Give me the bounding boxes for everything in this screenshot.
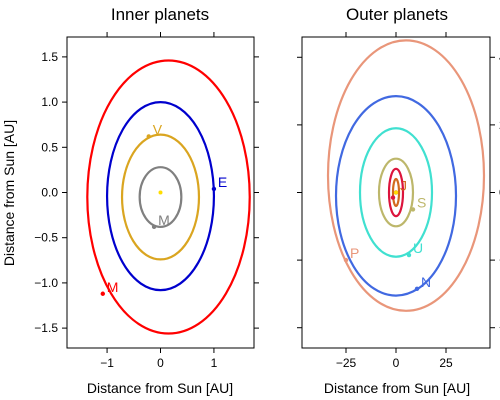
outer-orbit-pluto-5 [326,39,486,312]
inner-y-tick-label: −0.5 [34,231,58,245]
inner-y-tick-label: −1.5 [34,321,58,335]
inner-planet-marker-venus-1 [146,134,151,139]
inner-plot-area: M V E M −1 0 1 −1.5 −1.0 −0.5 0.0 0.5 1.0 1.5 [34,32,259,370]
x-axis-label-inner: Distance from Sun [AU] [87,380,233,396]
inner-planet-label-mars: M [107,279,119,295]
outer-planet-label-uranus: U [413,240,423,256]
inner-y-tick-label: 0.0 [41,186,58,200]
inner-planet-label-earth: E [218,174,227,190]
outer-orbit-uranus-3 [358,127,434,258]
outer-orbit-neptune-4 [334,95,458,297]
inner-orbit-earth-2 [105,100,216,292]
outer-planet-label-pluto: P [350,245,359,261]
outer-planet-marker-uranus-3 [406,252,412,258]
inner-x-tick-label: −1 [100,356,114,370]
outer-planet-label-jupiter: J [400,178,407,194]
panel-title-inner: Inner planets [111,5,209,24]
inner-y-tick-label: 0.5 [41,140,58,154]
inner-y-tick-label: 1.5 [41,50,58,64]
outer-orbit-jupiter [391,177,401,208]
x-axis-label-outer: Distance from Sun [AU] [324,380,470,396]
outer-orbit-saturn-2 [377,157,415,228]
outer-planet-label-neptune: N [421,274,431,290]
inner-x-tick-label: 0 [157,356,164,370]
outer-sun-marker [394,190,398,195]
outer-planet-marker-pluto-5 [343,257,349,263]
outer-orbit-jupiter-1 [387,167,405,218]
outer-planet-marker-saturn-2 [410,207,416,212]
outer-planet-label-saturn: S [417,194,426,210]
inner-orbit-mars-3 [86,59,251,335]
inner-y-tick-label: −1.0 [34,276,58,290]
inner-planet-marker-mercury [151,224,157,230]
inner-x-tick-label: 1 [211,356,218,370]
inner-orbit-mercury [138,166,183,228]
inner-planet-label-venus: V [153,121,163,137]
inner-planet-label-mercury: M [158,212,170,228]
inner-y-tick-label: 1.0 [41,95,58,109]
outer-planet-marker-neptune-4 [414,286,420,292]
outer-x-tick-label: −25 [336,356,357,370]
outer-planet-marker-jupiter-1 [390,195,396,200]
y-axis-label-inner: Distance from Sun [AU] [1,120,17,266]
inner-planets-panel: Inner planets M V E M −1 0 1 −1.5 −1.0 −0.5 0.0 0.5… [1,5,259,396]
inner-sun-marker [158,190,163,195]
inner-planet-marker-earth-2 [211,186,217,192]
inner-orbit-venus-1 [120,133,201,261]
outer-x-tick-label: 25 [439,356,453,370]
outer-x-tick-label: 0 [393,356,400,370]
inner-planet-marker-mars-3 [100,291,105,296]
panel-title-outer: Outer planets [346,5,448,24]
